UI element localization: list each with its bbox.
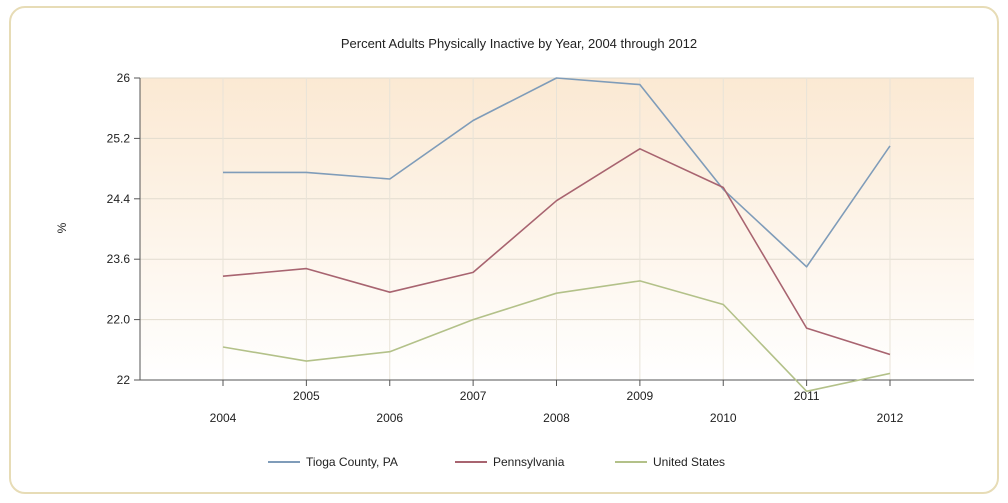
x-tick-label: 2007: [460, 389, 487, 403]
y-ticks: 26 25.2 24.4 23.6 22.0 22: [107, 71, 140, 387]
x-tick-label: 2006: [376, 411, 403, 425]
x-tick-label: 2010: [710, 411, 737, 425]
x-tick-label: 2012: [877, 411, 904, 425]
series-line: [222, 280, 891, 393]
x-tick-label: 2005: [293, 389, 320, 403]
legend: Tioga County, PA Pennsylvania United State…: [268, 455, 725, 469]
y-tick-label: 26: [117, 71, 131, 85]
y-tick-label: 25.2: [107, 131, 131, 145]
y-tick-label: 24.4: [107, 192, 131, 206]
x-ticks: 2004 2005 2006 2007 2008 2009 2010 2011 2012: [210, 380, 904, 425]
series-line: [222, 148, 891, 356]
x-tick-label: 2011: [794, 389, 820, 403]
legend-label: Tioga County, PA: [306, 455, 398, 469]
y-tick-label: 22: [117, 373, 131, 387]
x-tick-label: 2004: [210, 411, 237, 425]
y-tick-label: 22.0: [107, 313, 131, 327]
y-axis-label: %: [55, 222, 69, 233]
chart-title: Percent Adults Physically Inactive by Ye…: [341, 36, 697, 51]
legend-label: Pennsylvania: [493, 455, 565, 469]
y-tick-label: 23.6: [107, 252, 131, 266]
series-lines: [222, 77, 891, 393]
x-tick-label: 2009: [627, 389, 654, 403]
legend-label: United States: [653, 455, 725, 469]
series-line: [223, 77, 891, 268]
gridlines: [140, 77, 974, 380]
x-tick-label: 2008: [543, 411, 570, 425]
